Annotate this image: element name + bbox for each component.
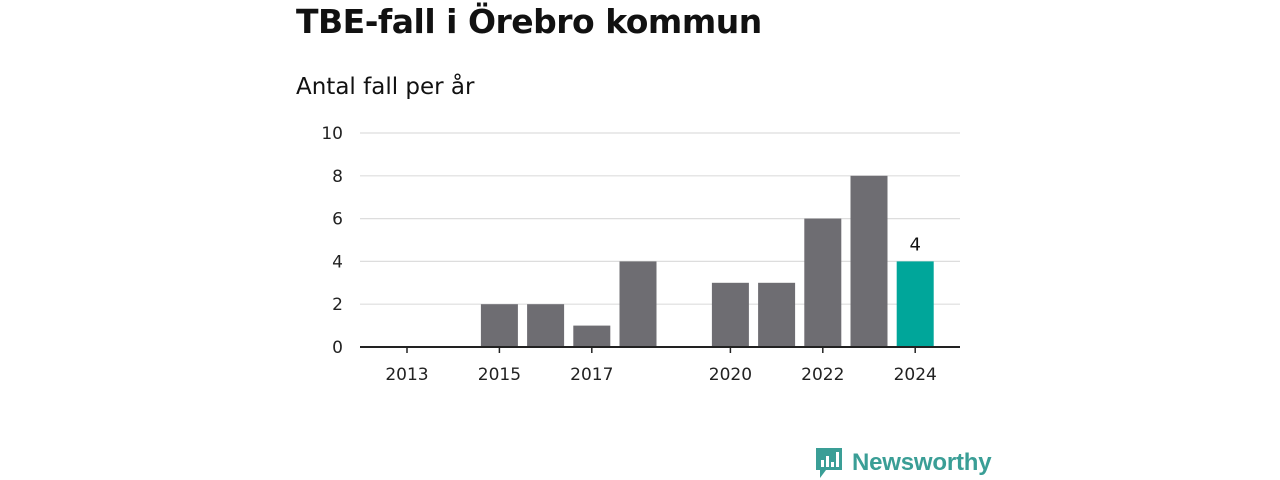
x-tick-label-2017: 2017 — [570, 365, 613, 385]
x-tick-label-2015: 2015 — [478, 365, 521, 385]
chart-title: TBE-fall i Örebro kommun — [296, 2, 762, 41]
brand-name: Newsworthy — [852, 449, 992, 476]
x-tick-label-2024: 2024 — [894, 365, 937, 385]
bar-2021 — [758, 282, 796, 347]
y-tick-label-4: 4 — [332, 252, 343, 272]
y-tick-label-6: 6 — [332, 210, 343, 230]
bar-2022 — [804, 218, 842, 347]
labels: 0 2 4 6 8 10 2013 2015 2017 2020 2022 2024 4 — [321, 124, 936, 385]
x-tick-label-2020: 2020 — [709, 365, 752, 385]
bar-2018 — [619, 261, 657, 347]
bar-2016 — [527, 304, 565, 347]
x-tick-label-2013: 2013 — [385, 365, 428, 385]
y-tick-label-10: 10 — [321, 124, 343, 144]
bar-2020 — [711, 282, 749, 347]
x-tick-label-2022: 2022 — [801, 365, 844, 385]
axes — [360, 346, 960, 353]
chart-subtitle: Antal fall per år — [296, 74, 475, 100]
bar-2024 — [896, 261, 934, 347]
bars — [480, 175, 934, 347]
data-label-2024: 4 — [909, 234, 920, 255]
y-tick-label-8: 8 — [332, 167, 343, 187]
y-tick-label-2: 2 — [332, 295, 343, 315]
bar-2023 — [850, 175, 888, 347]
bar-2015 — [480, 304, 518, 347]
bar-2017 — [573, 325, 611, 347]
newsworthy-logo: Newsworthy — [814, 446, 992, 480]
y-tick-label-0: 0 — [332, 338, 343, 358]
bar-chart-speech-bubble-icon — [816, 448, 842, 478]
